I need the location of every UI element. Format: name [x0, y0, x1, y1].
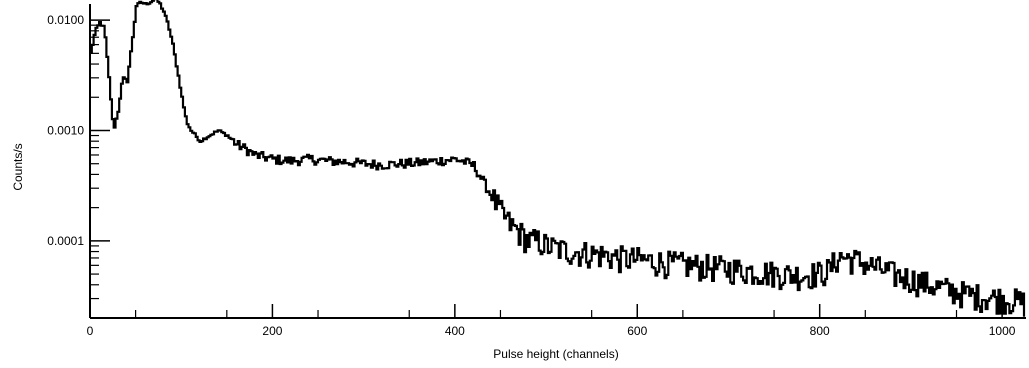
x-tick-label: 800: [810, 324, 830, 338]
x-tick-label: 1000: [989, 324, 1016, 338]
y-tick-label: 0.0010: [47, 123, 84, 137]
y-tick-label: 0.0001: [47, 234, 84, 248]
y-tick-label: 0.0100: [47, 13, 84, 27]
x-tick-label: 200: [262, 324, 282, 338]
spectrum-series-line: [90, 0, 1026, 317]
y-axis-label: Counts/s: [11, 143, 25, 190]
axis-ticks: 0 200 400 600 800 1000 0.0001 0.0010 0.0100: [47, 13, 1015, 338]
x-tick-label: 400: [445, 324, 465, 338]
series-layer: [90, 0, 1026, 317]
x-tick-label: 600: [627, 324, 647, 338]
x-tick-label: 0: [87, 324, 94, 338]
x-axis-label: Pulse height (channels): [493, 347, 618, 361]
